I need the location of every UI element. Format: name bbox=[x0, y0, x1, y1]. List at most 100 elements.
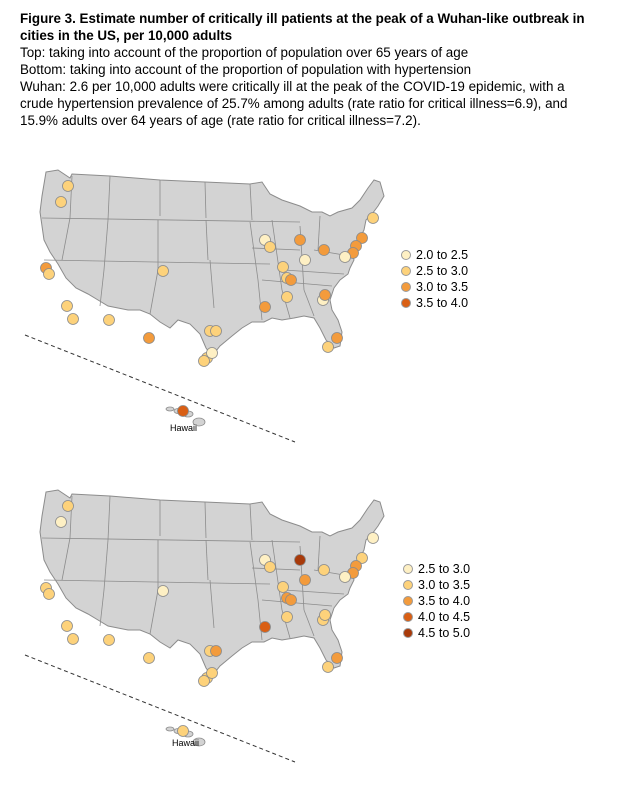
city-marker-new-york bbox=[356, 552, 368, 564]
city-marker-los-angeles bbox=[61, 620, 73, 632]
legend-item: 3.5 to 4.0 bbox=[403, 593, 470, 609]
state-border bbox=[249, 541, 259, 601]
state-border bbox=[249, 503, 253, 541]
hawaii-island bbox=[165, 406, 175, 412]
city-marker-boston bbox=[367, 212, 379, 224]
inset-separator-line bbox=[24, 654, 296, 763]
state-border bbox=[43, 579, 271, 585]
city-marker-sacramento bbox=[43, 588, 55, 600]
city-marker-tampa bbox=[322, 341, 334, 353]
city-marker-denver bbox=[157, 585, 169, 597]
state-border bbox=[107, 175, 111, 221]
state-border bbox=[205, 219, 209, 261]
city-marker-memphis bbox=[259, 301, 271, 313]
city-marker-phoenix bbox=[103, 314, 115, 326]
city-marker-el-paso bbox=[143, 332, 155, 344]
legend-swatch bbox=[401, 250, 411, 260]
city-marker-jacksonville bbox=[331, 652, 343, 664]
city-marker-portland bbox=[55, 196, 67, 208]
legend-bottom: 2.5 to 3.0 3.0 to 3.5 3.5 to 4.0 4.0 to 4.5… bbox=[403, 561, 470, 641]
legend-swatch bbox=[401, 266, 411, 276]
legend-label: 4.0 to 4.5 bbox=[418, 610, 471, 624]
city-marker-seattle bbox=[62, 180, 74, 192]
legend-swatch bbox=[401, 298, 411, 308]
city-marker-austin bbox=[198, 355, 210, 367]
legend-label: 3.0 to 3.5 bbox=[416, 280, 469, 294]
caption-wuhan-line-1: Wuhan: 2.6 per 10,000 adults were critic… bbox=[20, 79, 565, 94]
state-border bbox=[103, 539, 109, 591]
legend-item: 2.5 to 3.0 bbox=[403, 561, 470, 577]
caption-top-description: Top: taking into account of the proporti… bbox=[20, 45, 469, 60]
city-marker-houston bbox=[206, 667, 218, 679]
city-marker-milwaukee bbox=[277, 261, 289, 273]
state-border bbox=[249, 221, 259, 281]
state-border bbox=[61, 217, 71, 261]
state-border bbox=[257, 279, 263, 321]
legend-label: 3.0 to 3.5 bbox=[418, 578, 471, 592]
us-states bbox=[24, 169, 385, 443]
hawaii-label: Hawaii bbox=[172, 738, 200, 748]
city-marker-los-angeles bbox=[61, 300, 73, 312]
city-marker-fort-worth bbox=[210, 645, 222, 657]
city-marker-detroit bbox=[294, 234, 306, 246]
state-border bbox=[204, 181, 207, 219]
state-border bbox=[204, 501, 207, 539]
city-marker-honolulu bbox=[177, 405, 189, 417]
city-marker-fort-worth bbox=[210, 325, 222, 337]
state-border bbox=[317, 215, 321, 251]
legend-item: 3.0 to 3.5 bbox=[401, 279, 468, 295]
inset-separator-line bbox=[24, 334, 296, 443]
caption-bottom-description: Bottom: taking into account of the propo… bbox=[20, 62, 472, 77]
figure-title-line-1: Figure 3. Estimate number of critically … bbox=[20, 11, 585, 26]
state-border bbox=[209, 259, 215, 309]
city-marker-denver bbox=[157, 265, 169, 277]
hawaii-island bbox=[165, 726, 175, 732]
legend-swatch bbox=[403, 628, 413, 638]
legend-item: 2.5 to 3.0 bbox=[401, 263, 468, 279]
legend-label: 2.0 to 2.5 bbox=[416, 248, 469, 262]
state-border bbox=[43, 259, 271, 265]
legend-swatch bbox=[403, 596, 413, 606]
state-border bbox=[103, 219, 109, 271]
figure-title-line-2: cities in the US, per 10,000 adults bbox=[20, 28, 233, 43]
city-marker-el-paso bbox=[143, 652, 155, 664]
hawaii-island bbox=[192, 417, 206, 427]
us-map-bottom bbox=[24, 489, 385, 763]
caption-wuhan-line-3: 15.9% adults over 64 years of age (rate … bbox=[20, 113, 421, 128]
hawaii-island bbox=[192, 737, 206, 747]
state-border bbox=[303, 289, 315, 317]
state-border bbox=[149, 589, 159, 635]
city-marker-san-diego bbox=[67, 313, 79, 325]
map-bottom-hypertension: Hawaii 2.5 to 3.0 3.0 to 3.5 3.5 to 4.0 4.0… bbox=[0, 480, 624, 780]
state-border bbox=[257, 599, 263, 641]
city-marker-milwaukee bbox=[277, 581, 289, 593]
city-marker-columbus bbox=[299, 574, 311, 586]
us-map-top bbox=[24, 169, 385, 443]
legend-swatch bbox=[403, 580, 413, 590]
legend-label: 4.5 to 5.0 bbox=[418, 626, 471, 640]
city-marker-san-diego bbox=[67, 633, 79, 645]
city-marker-memphis bbox=[259, 621, 271, 633]
legend-swatch bbox=[403, 564, 413, 574]
city-marker-new-york bbox=[356, 232, 368, 244]
state-border bbox=[317, 535, 321, 571]
state-border bbox=[261, 279, 333, 287]
city-marker-louisville bbox=[285, 274, 297, 286]
legend-label: 2.5 to 3.0 bbox=[416, 264, 469, 278]
map-top-age65: Hawaii 2.0 to 2.5 2.5 to 3.0 3.0 to 3.5 3.5… bbox=[0, 160, 624, 460]
legend-top: 2.0 to 2.5 2.5 to 3.0 3.0 to 3.5 3.5 to 4.0 bbox=[401, 247, 468, 311]
legend-item: 2.0 to 2.5 bbox=[401, 247, 468, 263]
figure-caption: Figure 3. Estimate number of critically … bbox=[20, 10, 610, 129]
city-marker-chicago bbox=[264, 561, 276, 573]
city-marker-detroit bbox=[294, 554, 306, 566]
legend-item: 4.0 to 4.5 bbox=[403, 609, 470, 625]
state-border bbox=[283, 589, 345, 595]
legend-item: 3.0 to 3.5 bbox=[403, 577, 470, 593]
legend-swatch bbox=[403, 612, 413, 622]
legend-label: 3.5 to 4.0 bbox=[418, 594, 471, 608]
state-border bbox=[251, 247, 301, 251]
city-marker-chicago bbox=[264, 241, 276, 253]
city-marker-sacramento bbox=[43, 268, 55, 280]
state-border bbox=[303, 609, 315, 637]
state-border bbox=[283, 269, 345, 275]
